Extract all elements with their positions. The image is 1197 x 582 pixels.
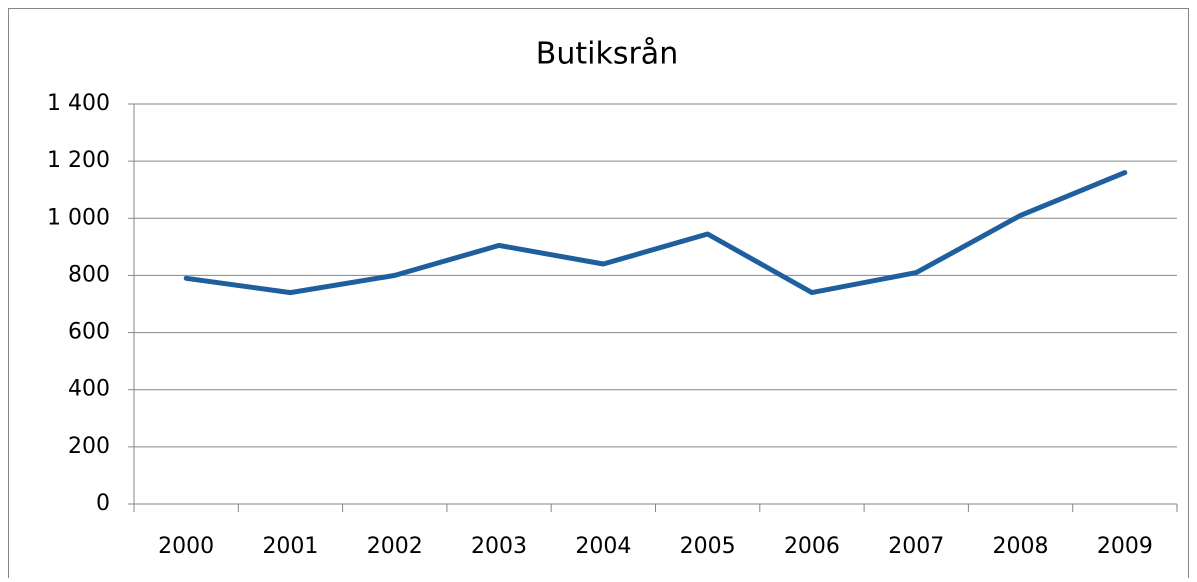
x-tick-label: 2002 [367, 534, 423, 559]
x-tick-label: 2007 [888, 534, 944, 559]
x-tick-label: 2009 [1097, 534, 1153, 559]
y-tick-label: 1 400 [47, 91, 110, 116]
y-tick-label: 1 200 [47, 148, 110, 173]
x-tick-label: 2001 [262, 534, 318, 559]
y-tick-label: 1 000 [47, 205, 110, 230]
x-tick-label: 2008 [993, 534, 1049, 559]
x-tick-label: 2005 [680, 534, 736, 559]
y-tick-label: 200 [68, 434, 110, 459]
y-tick-label: 400 [68, 377, 110, 402]
x-tick-label: 2006 [784, 534, 840, 559]
chart-border [8, 8, 1189, 582]
x-tick-label: 2004 [575, 534, 631, 559]
chart-title: Butiksrån [536, 37, 678, 72]
data-line [183, 170, 1128, 296]
y-tick-label: 800 [68, 262, 110, 287]
y-tick-label: 600 [68, 320, 110, 345]
y-tick-label: 0 [96, 491, 110, 516]
x-tick-label: 2003 [471, 534, 527, 559]
x-tick-label: 2000 [158, 534, 214, 559]
